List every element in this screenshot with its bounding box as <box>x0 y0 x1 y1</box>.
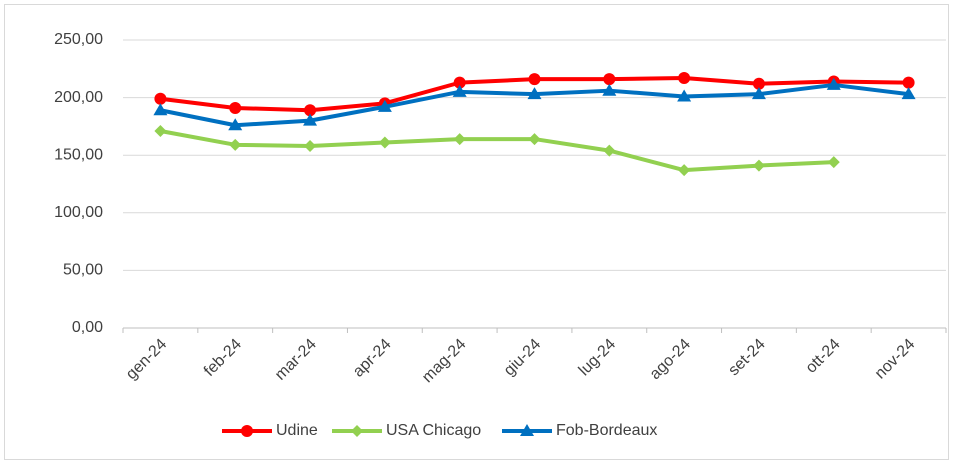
legend-label: Udine <box>276 422 318 439</box>
y-tick-label: 100,00 <box>54 204 103 221</box>
chart-border <box>4 4 949 460</box>
marker <box>241 425 253 437</box>
marker <box>154 125 167 138</box>
marker <box>901 87 916 100</box>
marker <box>228 118 243 131</box>
marker <box>678 72 691 85</box>
marker <box>304 104 317 117</box>
y-tick-label: 0,00 <box>72 319 103 336</box>
marker <box>453 76 466 89</box>
marker <box>528 73 541 86</box>
marker <box>751 87 766 100</box>
marker <box>677 89 692 102</box>
marker <box>528 133 541 146</box>
marker <box>304 139 317 152</box>
marker <box>603 73 616 86</box>
marker <box>452 84 467 97</box>
marker <box>678 164 691 177</box>
y-tick-label: 50,00 <box>63 262 103 279</box>
marker <box>377 99 392 112</box>
marker <box>303 113 318 126</box>
y-tick-label: 150,00 <box>54 146 103 163</box>
marker <box>453 133 466 146</box>
legend-label: USA Chicago <box>386 422 481 439</box>
marker <box>602 83 617 96</box>
marker <box>351 425 363 437</box>
marker <box>752 159 765 172</box>
marker <box>229 138 242 151</box>
marker <box>153 103 168 116</box>
marker <box>527 87 542 100</box>
y-tick-label: 200,00 <box>54 89 103 106</box>
marker <box>752 77 765 90</box>
marker <box>229 101 242 114</box>
marker <box>378 136 391 149</box>
marker <box>154 92 167 105</box>
y-tick-label: 250,00 <box>54 31 103 48</box>
marker <box>902 76 915 89</box>
marker <box>520 424 534 436</box>
marker <box>603 144 616 157</box>
marker <box>827 156 840 169</box>
legend-label: Fob-Bordeaux <box>556 422 657 439</box>
series-line <box>160 129 834 173</box>
marker <box>826 77 841 90</box>
